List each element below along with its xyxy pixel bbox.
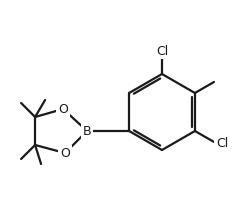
Text: B: B [83,125,91,138]
Text: Cl: Cl [216,136,228,150]
Text: O: O [58,103,68,116]
Text: Cl: Cl [156,44,168,57]
Text: B: B [83,125,91,138]
Text: O: O [60,147,70,160]
